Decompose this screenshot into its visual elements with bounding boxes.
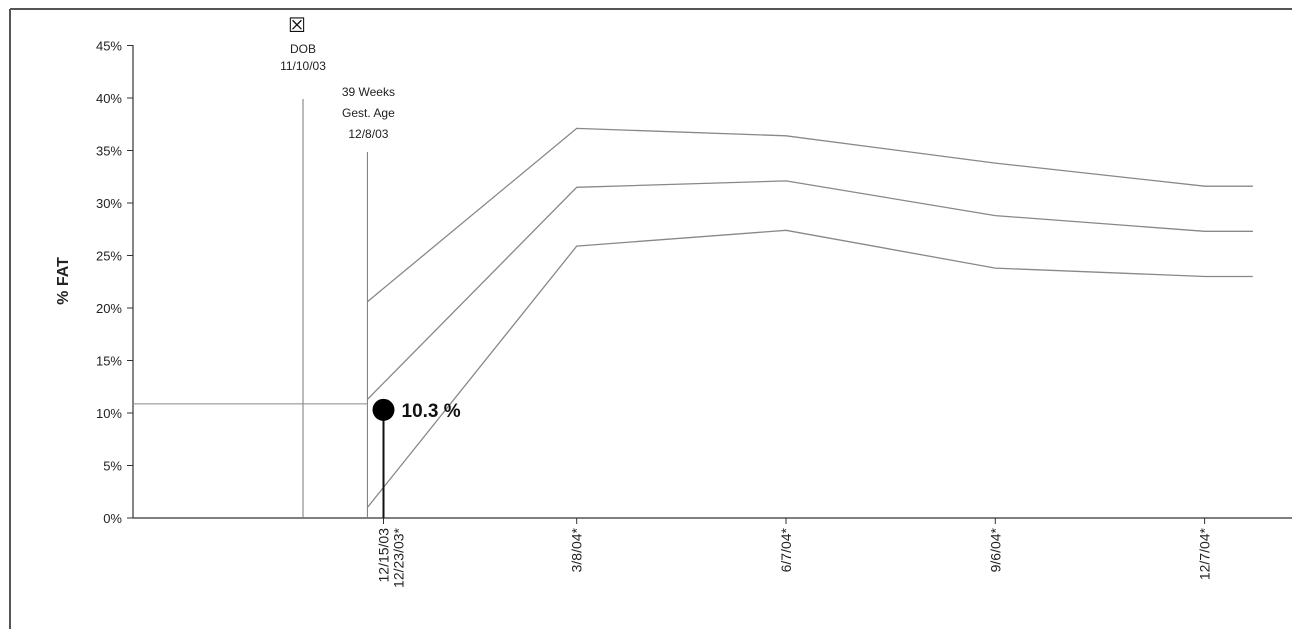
y-tick-label: 20% (96, 301, 122, 316)
y-tick-label: 10% (96, 406, 122, 421)
x-tick-label: 6/7/04* (778, 527, 794, 572)
gest-age-marker-label: 12/8/03 (348, 127, 388, 141)
percentile-curve (366, 229, 1253, 508)
dob-marker-label: DOB (290, 42, 316, 56)
percentile-curve (366, 127, 1253, 303)
y-tick-label: 35% (96, 144, 122, 159)
x-tick-label: 12/15/0312/23/03* (376, 527, 407, 587)
x-tick-label: 12/7/04* (1197, 527, 1213, 580)
gest-age-marker-label: 39 Weeks (342, 85, 395, 99)
y-axis-title: % FAT (55, 257, 72, 305)
gest-age-marker-label: Gest. Age (342, 106, 395, 120)
percentile-curves (366, 127, 1253, 508)
y-ticks: 0% 5% 10% 15% 20% 25% 30% 35% 40% 45% (96, 39, 133, 526)
dob-box-icon: ☒ (288, 15, 306, 37)
dob-marker-label: 11/10/03 (280, 59, 326, 73)
measurement-label: 10.3 % (402, 401, 461, 422)
y-tick-label: 15% (96, 354, 122, 369)
y-tick-label: 45% (96, 39, 122, 54)
measurement-point (372, 398, 395, 421)
y-tick-label: 25% (96, 249, 122, 264)
y-tick-label: 0% (103, 511, 122, 526)
y-tick-label: 40% (96, 91, 122, 106)
percentile-curve (366, 180, 1253, 400)
x-tick-label: 3/8/04* (569, 527, 585, 572)
y-tick-label: 30% (96, 196, 122, 211)
x-tick-label: 9/6/04* (987, 527, 1003, 572)
measurement-group: 10.3 % (133, 398, 461, 518)
age-markers: ☒ DOB 11/10/03 39 Weeks Gest. Age 12/8/03 (280, 15, 395, 518)
x-ticks: 12/15/0312/23/03* 3/8/04* 6/7/04* 9/6/04* 12… (376, 518, 1213, 588)
y-tick-label: 5% (103, 459, 122, 474)
